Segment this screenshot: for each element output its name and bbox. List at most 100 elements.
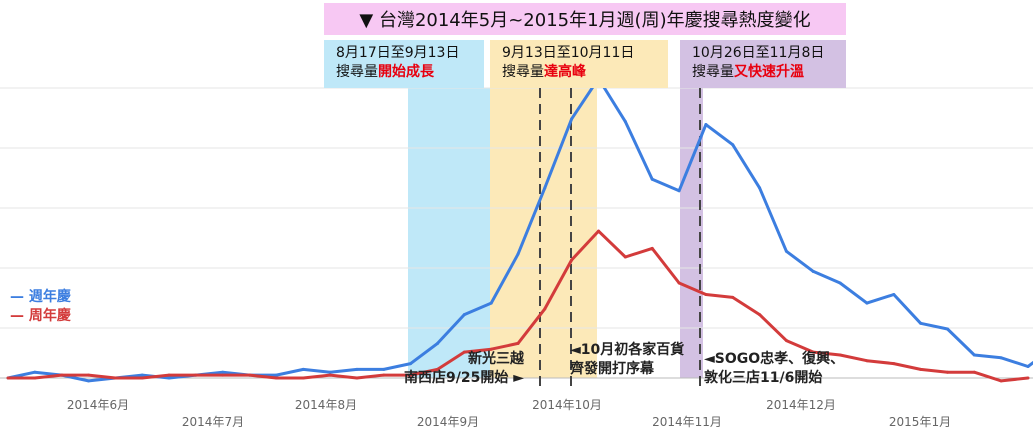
period-range: 8月17日至9月13日 (336, 45, 460, 61)
period-bands (408, 88, 703, 378)
data-point (328, 373, 332, 377)
data-point (328, 370, 332, 374)
data-point (784, 339, 788, 343)
period-highlight: 又快速升溫 (734, 64, 804, 80)
annotation-shin-kong: 新光三越 南西店9/25開始 ► (404, 350, 524, 388)
data-point (87, 379, 91, 383)
data-point (274, 373, 278, 377)
period-highlight: 開始成長 (378, 64, 434, 80)
annotation-department-stores: ◄10月初各家百貨 齊發開打序幕 (570, 341, 684, 379)
x-tick-label: 2014年10月 (532, 398, 602, 412)
data-point (60, 373, 64, 377)
period-band (680, 88, 703, 378)
data-point (33, 370, 37, 374)
annotation-line: 齊發開打序幕 (570, 361, 654, 377)
period-label-1: 8月17日至9月13日 搜尋量開始成長 (324, 40, 484, 88)
data-point (758, 186, 762, 190)
annotation-line: ◄10月初各家百貨 (570, 342, 685, 358)
data-point (731, 143, 735, 147)
data-point (355, 367, 359, 371)
data-point (945, 370, 949, 374)
data-point (570, 258, 574, 262)
data-point (140, 376, 144, 380)
x-tick-label: 2014年9月 (417, 415, 479, 429)
period-label-2: 9月13日至10月11日 搜尋量達高峰 (490, 40, 668, 88)
data-point (677, 281, 681, 285)
data-point (999, 379, 1003, 383)
annotation-line: 新光三越 (467, 351, 524, 367)
series-lines (6, 76, 1033, 383)
data-point (919, 367, 923, 371)
legend-item-週年慶: — 週年慶 (10, 289, 71, 305)
data-point (677, 189, 681, 193)
data-point (140, 373, 144, 377)
data-point (87, 373, 91, 377)
data-point (409, 373, 413, 377)
data-point (516, 252, 520, 256)
data-point (623, 255, 627, 259)
data-point (650, 246, 654, 250)
data-point (355, 376, 359, 380)
annotation-line: ◄SOGO忠孝、復興、 (704, 351, 845, 367)
period-label-3: 10月26日至11月8日 搜尋量又快速升溫 (680, 40, 846, 88)
x-tick-label: 2015年1月 (889, 415, 951, 429)
x-axis-labels: 2014年6月 2014年7月 2014年8月 2014年9月 2014年10月 2014… (67, 398, 951, 429)
data-point (301, 367, 305, 371)
data-point (999, 356, 1003, 360)
data-point (597, 229, 601, 233)
data-point (167, 373, 171, 377)
data-point (462, 313, 466, 317)
annotation-line: 南西店9/25開始 ► (404, 370, 524, 386)
data-point (543, 307, 547, 311)
data-point (570, 117, 574, 121)
data-point (731, 295, 735, 299)
data-point (516, 341, 520, 345)
data-point (811, 269, 815, 273)
data-point (838, 281, 842, 285)
chart-title: ▼ 台灣2014年5月~2015年1月週(周)年慶搜尋熱度變化 (324, 3, 846, 35)
period-band (408, 88, 490, 378)
data-point (301, 376, 305, 380)
data-point (221, 370, 225, 374)
data-point (248, 373, 252, 377)
data-point (758, 313, 762, 317)
data-point (113, 376, 117, 380)
data-point (435, 341, 439, 345)
data-point (704, 123, 708, 127)
data-point (435, 367, 439, 371)
data-point (623, 120, 627, 124)
annotation-sogo: ◄SOGO忠孝、復興、 敦化三店11/6開始 (704, 350, 844, 388)
data-point (865, 301, 869, 305)
data-point (865, 359, 869, 363)
data-point (945, 327, 949, 331)
data-point (972, 353, 976, 357)
legend-item-周年慶: — 周年慶 (10, 308, 71, 324)
period-desc: 搜尋量 (502, 64, 544, 80)
data-point (382, 373, 386, 377)
data-point (489, 347, 493, 351)
data-point (972, 370, 976, 374)
data-point (919, 321, 923, 325)
period-range: 9月13日至10月11日 (502, 45, 635, 61)
data-point (784, 249, 788, 253)
data-point (892, 362, 896, 366)
data-point (1026, 364, 1030, 368)
data-point (33, 376, 37, 380)
data-point (6, 376, 10, 380)
data-point (409, 362, 413, 366)
data-point (194, 373, 198, 377)
period-desc: 搜尋量 (336, 64, 378, 80)
annotation-line: 敦化三店11/6開始 (704, 370, 823, 386)
period-desc: 搜尋量 (692, 64, 734, 80)
x-tick-label: 2014年8月 (295, 398, 357, 412)
data-point (650, 177, 654, 181)
data-point (1026, 376, 1030, 380)
data-point (382, 367, 386, 371)
x-tick-label: 2014年7月 (182, 415, 244, 429)
period-range: 10月26日至11月8日 (692, 45, 825, 61)
data-point (811, 350, 815, 354)
data-point (167, 376, 171, 380)
period-highlight: 達高峰 (544, 64, 586, 80)
period-band (490, 88, 597, 378)
